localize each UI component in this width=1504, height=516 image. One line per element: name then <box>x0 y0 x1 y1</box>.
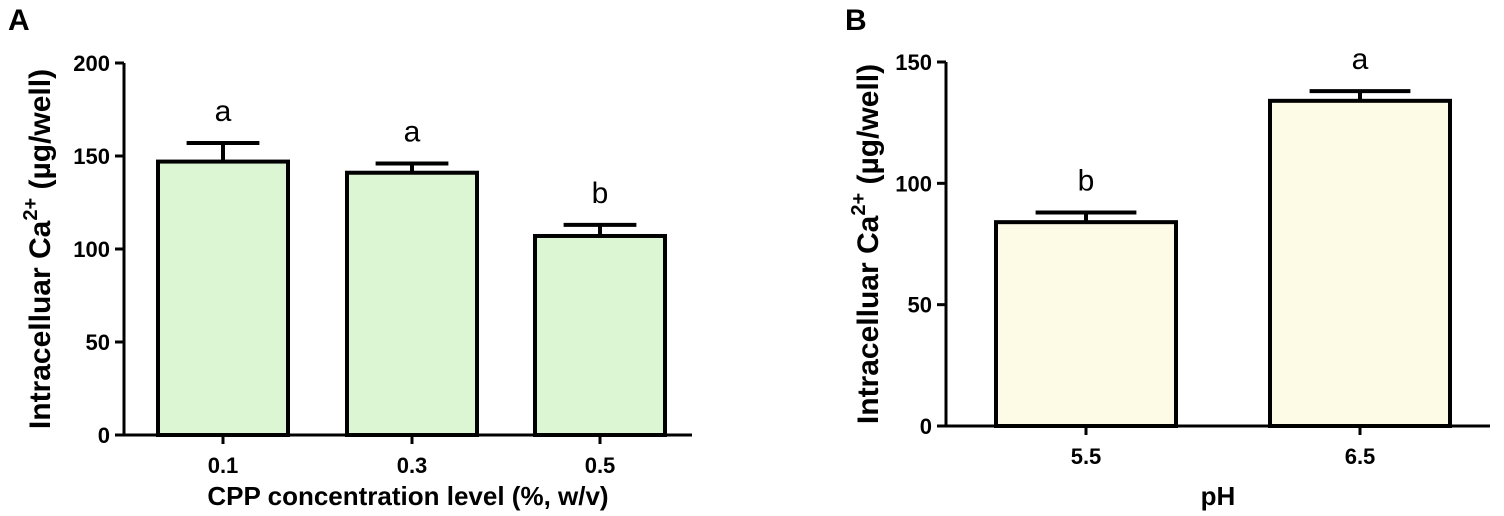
bar <box>156 159 290 438</box>
significance-label: b <box>1078 164 1095 197</box>
x-tick-label: 5.5 <box>1071 444 1102 469</box>
y-tick-label: 150 <box>895 50 932 75</box>
x-axis-title: pH <box>1201 481 1236 511</box>
y-tick-label: 200 <box>73 51 110 76</box>
significance-label: a <box>215 95 232 128</box>
y-axis-title: Intracelluar Ca2+ (µg/well) <box>20 69 57 429</box>
bar <box>994 220 1178 428</box>
y-tick-label: 100 <box>895 171 932 196</box>
y-axis-title-main: Intracelluar Ca <box>852 215 885 424</box>
x-tick-label: 0.3 <box>397 453 428 478</box>
y-tick-label: 50 <box>908 293 932 318</box>
y-axis-title-unit: (µg/well) <box>852 64 885 193</box>
significance-label: b <box>592 177 609 210</box>
x-tick-label: 6.5 <box>1345 444 1376 469</box>
panel-b: Bb a 0 50 100 150 5.5 6.5 pH Intracelluar Ca2+ (µ… <box>845 4 1490 511</box>
y-axis-title-unit: (µg/well) <box>24 69 57 198</box>
significance-label: a <box>404 115 421 148</box>
y-axis-title-superscript: 2+ <box>848 193 870 216</box>
x-tick-label: 0.1 <box>208 453 239 478</box>
y-axis-title-superscript: 2+ <box>20 198 42 221</box>
x-axis-title: CPP concentration level (%, w/v) <box>207 481 608 511</box>
y-tick-label: 0 <box>920 414 932 439</box>
y-tick-label: 150 <box>73 144 110 169</box>
panel-a: Aa a b 0 50 100 150 200 0.1 0.3 0.5 CPP concentrati… <box>8 4 692 511</box>
panel-letter: B <box>845 4 867 37</box>
x-tick-label: 0.5 <box>585 453 616 478</box>
bar <box>345 170 479 438</box>
y-tick-label: 0 <box>98 423 110 448</box>
y-axis-title: Intracelluar Ca2+ (µg/well) <box>848 64 885 424</box>
bar <box>533 233 667 437</box>
y-tick-label: 100 <box>73 237 110 262</box>
y-tick-label: 50 <box>86 330 110 355</box>
significance-label: a <box>1352 43 1369 76</box>
panel-letter: A <box>8 4 30 37</box>
bar <box>1268 98 1452 429</box>
y-axis-title-main: Intracelluar Ca <box>24 220 57 429</box>
